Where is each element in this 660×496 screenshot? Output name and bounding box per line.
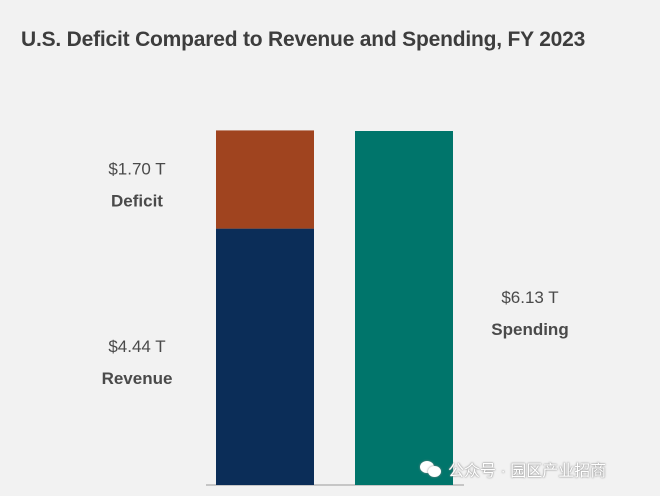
- bar-spending: [355, 131, 453, 485]
- data-label-revenue-value: $4.44 T: [108, 337, 165, 356]
- chart-title: U.S. Deficit Compared to Revenue and Spe…: [21, 28, 586, 51]
- bar-deficit: [216, 130, 314, 229]
- data-label-spending-name: Spending: [491, 320, 568, 339]
- data-label-deficit-name: Deficit: [111, 192, 163, 211]
- watermark-text: 公众号 · 园区产业招商: [448, 463, 607, 480]
- watermark: 公众号 · 园区产业招商: [420, 457, 606, 481]
- bar-revenue: [216, 228, 314, 485]
- data-label-spending-value: $6.13 T: [501, 288, 558, 307]
- wechat-icon: [420, 460, 442, 478]
- data-label-deficit-value: $1.70 T: [108, 160, 165, 179]
- data-label-revenue-name: Revenue: [102, 369, 173, 388]
